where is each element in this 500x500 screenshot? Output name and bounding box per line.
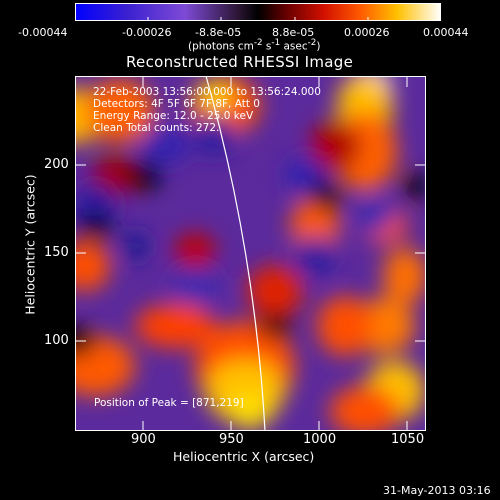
- image-blob: [129, 162, 161, 190]
- x-tick-1050: 1050: [391, 432, 425, 447]
- image-blob: [171, 268, 219, 304]
- colorbar-tick-1: -0.00044: [18, 26, 68, 39]
- colorbar-tick-3: -8.8e-05: [195, 26, 242, 39]
- colorbar-units-label: (photons cm-2 s-1 asec-2): [188, 38, 321, 53]
- image-blob: [309, 182, 341, 210]
- footer-date: 31-May-2013 03:16: [383, 484, 491, 497]
- image-blob: [383, 248, 426, 304]
- image-blob: [357, 198, 393, 234]
- y-tick-200: 200: [44, 157, 69, 172]
- peak-position: Position of Peak = [871,219]: [94, 397, 244, 409]
- image-blob: [403, 172, 426, 200]
- image-blob: [317, 296, 373, 356]
- y-tick-100: 100: [44, 333, 69, 348]
- y-tick-150: 150: [44, 245, 69, 260]
- x-tick-950: 950: [219, 432, 244, 447]
- image-blob: [247, 265, 303, 317]
- info-time-range: 22-Feb-2003 13:56:00.000 to 13:56:24.000: [93, 86, 321, 98]
- plot-title: Reconstructed RHESSI Image: [126, 53, 354, 71]
- colorbar-tick-5: 0.00026: [344, 26, 390, 39]
- image-blob: [135, 304, 215, 348]
- x-tick-900: 900: [131, 432, 156, 447]
- x-axis-label: Heliocentric X (arcsec): [173, 449, 315, 464]
- image-blob: [121, 232, 149, 260]
- info-energy-range: Energy Range: 12.0 - 25.0 keV: [93, 110, 254, 122]
- colorbar: [75, 3, 441, 21]
- x-tick-1000: 1000: [303, 432, 337, 447]
- y-axis-label: Heliocentric Y (arcsec): [22, 174, 38, 315]
- colorbar-tick-2: -0.00026: [122, 26, 172, 39]
- colorbar-tick-4: 8.8e-05: [272, 26, 315, 39]
- image-blob: [77, 214, 113, 238]
- image-blob: [175, 233, 215, 269]
- image-blob: [295, 236, 335, 276]
- info-detectors: Detectors: 4F 5F 6F 7F 8F, Att 0: [93, 98, 260, 110]
- info-clean-counts: Clean Total counts: 272.: [93, 122, 220, 134]
- colorbar-tick-6: 0.00044: [423, 26, 469, 39]
- image-blob: [259, 314, 291, 338]
